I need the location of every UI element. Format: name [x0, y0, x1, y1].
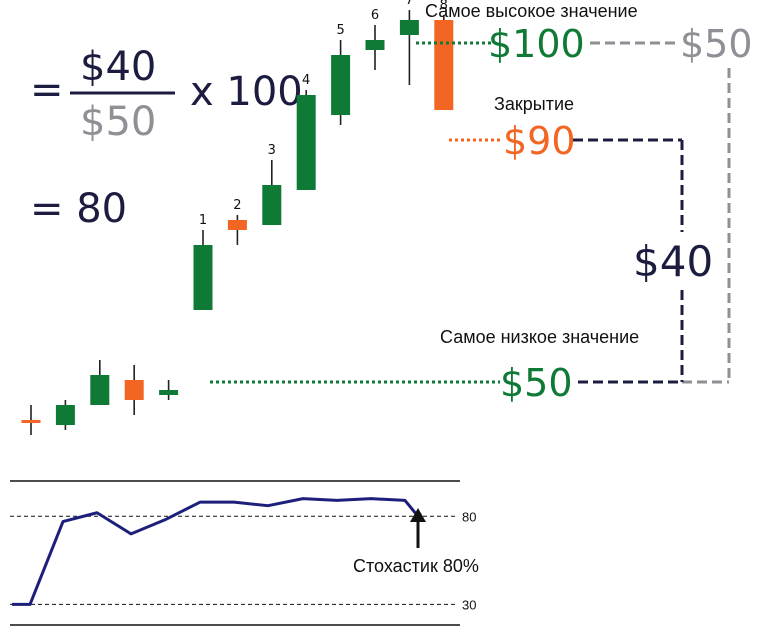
candle-number-label: 7: [405, 0, 413, 8]
formula-multiplier: x 100: [190, 69, 303, 115]
stoch-label: Стохастик 80%: [353, 556, 479, 576]
stochastic-line: [12, 497, 420, 606]
candle-body: [296, 95, 316, 190]
label-highest: Самое высокое значение: [425, 1, 638, 21]
formula-numerator: $40: [80, 44, 156, 90]
candle-number-label: 8: [440, 0, 448, 13]
label-close: Закрытие: [494, 94, 574, 114]
price-close: $90: [503, 119, 576, 163]
formula-denominator: $50: [80, 99, 156, 145]
price-high-range: $50: [680, 22, 753, 66]
candle-body: [90, 375, 110, 405]
candle-number-label: 6: [371, 8, 379, 23]
reference-line-label: 80: [462, 509, 476, 524]
candle-number-label: 2: [233, 198, 241, 213]
candle-body: [55, 405, 75, 425]
candle-number-label: 4: [302, 73, 310, 88]
price-low: $50: [500, 361, 573, 405]
candles-group: 1 2 3 4 5 6 7 8: [21, 0, 454, 435]
candle-number-label: 1: [199, 213, 207, 228]
candle-number-label: 3: [268, 143, 276, 158]
candle-body: [227, 220, 247, 230]
candle-body: [193, 245, 213, 310]
price-high: $100: [488, 22, 585, 66]
candle-body: [399, 20, 419, 35]
label-lowest: Самое низкое значение: [440, 327, 639, 347]
oscillator-group: 80 30: [10, 497, 476, 612]
candle-body: [124, 380, 144, 400]
stoch-arrow-head: [410, 508, 426, 522]
candle-body: [262, 185, 282, 225]
candle-body: [434, 20, 454, 110]
formula-result: = 80: [30, 186, 127, 232]
candle-body: [159, 390, 179, 395]
candle-body: [331, 55, 351, 115]
reference-line-label: 30: [462, 597, 476, 612]
candle-body: [365, 40, 385, 50]
formula-equals: =: [30, 67, 64, 113]
candle-body: [21, 420, 41, 423]
range-label: $40: [633, 237, 713, 286]
candle-number-label: 5: [336, 23, 344, 38]
